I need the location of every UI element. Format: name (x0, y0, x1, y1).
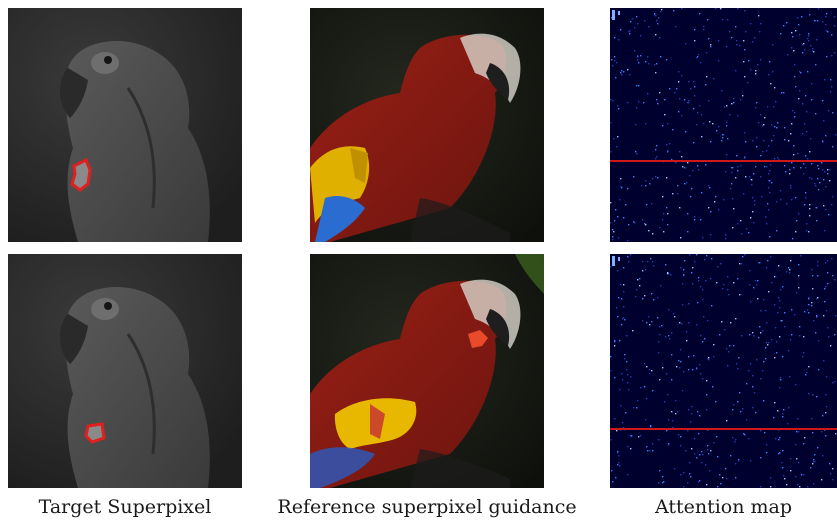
caption-target-superpixel: Target Superpixel (38, 496, 212, 518)
attention-map-1 (610, 8, 837, 242)
attention-row-line (610, 160, 837, 162)
target-superpixel-outline (70, 157, 92, 192)
attention-row-line (610, 428, 837, 430)
target-superpixel-outline (84, 422, 106, 444)
target-superpixel-image-2 (8, 254, 242, 488)
caption-attention-map: Attention map (654, 496, 793, 518)
reference-guidance-image-2 (310, 254, 544, 488)
attention-map-2 (610, 254, 837, 488)
target-superpixel-image-1 (8, 8, 242, 242)
attention-speckle (610, 8, 837, 242)
reference-guidance-image-1 (310, 8, 544, 242)
caption-reference-guidance: Reference superpixel guidance (277, 496, 577, 518)
